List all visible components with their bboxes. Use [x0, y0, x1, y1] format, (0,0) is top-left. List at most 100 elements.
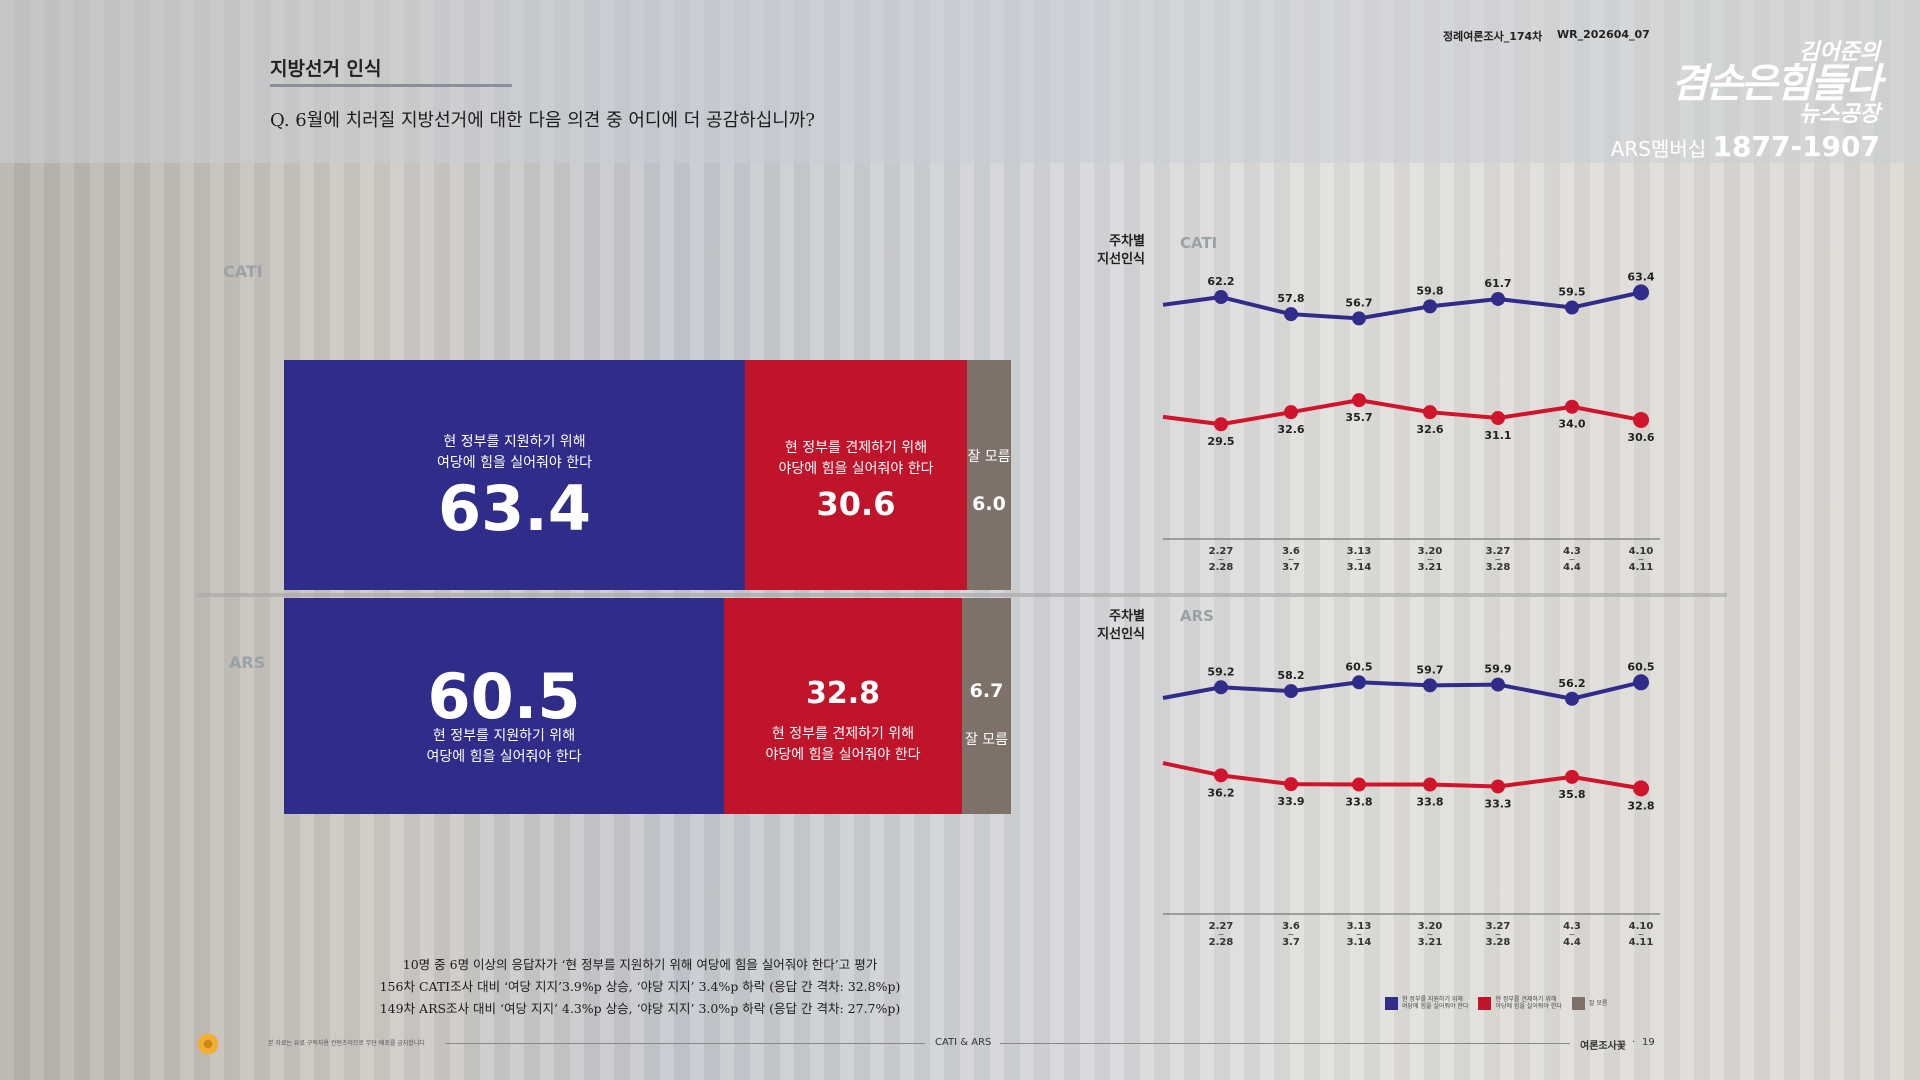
data-label: 32.6 [1277, 423, 1304, 436]
x-tick-sep: ~ [1356, 555, 1363, 564]
segment-value: 30.6 [816, 485, 896, 523]
legend-item-unknown: 잘 모름 [1571, 996, 1608, 1010]
data-point [1423, 299, 1437, 314]
data-point [1214, 417, 1228, 432]
report-code: WR_202604_07 [1557, 28, 1650, 41]
data-point [1214, 680, 1228, 695]
data-point [1284, 405, 1298, 420]
legend-label: 여당에 힘을 실어줘야 한다 [1402, 1003, 1469, 1010]
data-label: 33.9 [1277, 795, 1304, 808]
membership-phone: 1877-1907 [1712, 130, 1880, 163]
x-tick-sep: ~ [1288, 930, 1295, 939]
ars-stacked-bar: 60.5 현 정부를 지원하기 위해 여당에 힘을 실어줘야 한다 32.8 현… [284, 598, 1011, 814]
segment-label: 여당에 힘을 실어줘야 한다 [426, 749, 582, 765]
cati-chart-panel: CATI [1180, 234, 1218, 252]
data-label: 32.8 [1627, 799, 1654, 812]
data-label: 59.9 [1484, 663, 1511, 676]
x-tick-label: 3.14 [1347, 562, 1372, 573]
data-label: 35.8 [1558, 788, 1585, 801]
cati-check-segment: 현 정부를 견제하기 위해 야당에 힘을 실어줘야 한다 30.6 [745, 360, 967, 590]
x-tick-label: 3.6 [1282, 921, 1300, 932]
segment-value: 60.5 [427, 660, 581, 733]
x-tick-label: 4.3 [1563, 546, 1581, 557]
x-tick-sep: ~ [1427, 555, 1434, 564]
chart-title-line: 지선인식 [1097, 627, 1145, 642]
data-point [1423, 678, 1437, 693]
x-tick-label: 3.7 [1282, 937, 1300, 948]
segment-label: 여당에 힘을 실어줘야 한다 [436, 455, 593, 471]
x-tick-label: 4.11 [1629, 937, 1654, 948]
x-tick-sep: ~ [1288, 555, 1295, 564]
segment-value: 6.0 [972, 493, 1006, 515]
data-label: 32.6 [1416, 423, 1443, 436]
segment-value: 63.4 [438, 472, 591, 545]
segment-label: 현 정부를 견제하기 위해 [771, 726, 915, 742]
data-point [1565, 300, 1579, 315]
x-tick-label: 2.27 [1209, 921, 1234, 932]
summary-line: 156차 CATI조사 대비 ‘여당 지지’3.9%p 상승, ‘야당 지지’ … [379, 979, 901, 994]
header-band [0, 0, 1920, 163]
data-point [1491, 411, 1505, 426]
data-label: 59.5 [1558, 286, 1585, 299]
footer-brand: 여론조사꽃 [1580, 1041, 1626, 1052]
data-point [1214, 290, 1228, 305]
disclaimer: 본 자료는 유료 구독자용 컨텐츠이므로 무단 배포를 금지합니다 [268, 1040, 425, 1047]
data-point [1284, 684, 1298, 699]
cati-stacked-bar: 현 정부를 지원하기 위해 여당에 힘을 실어줘야 한다 63.4 현 정부를 … [284, 360, 1011, 590]
x-tick-label: 3.21 [1418, 562, 1443, 573]
data-label: 63.4 [1627, 270, 1654, 283]
data-label: 35.7 [1345, 411, 1372, 424]
segment-label: 현 정부를 견제하기 위해 [784, 440, 928, 456]
show-logo: 김어준의 겸손은힘들다 뉴스공장 ARS멤버십 1877-1907 [1600, 42, 1882, 164]
summary: 10명 중 6명 이상의 응답자가 ‘현 정부를 지원하기 위해 여당에 힘을 … [300, 954, 980, 1020]
segment-label: 잘 모름 [967, 449, 1011, 465]
x-tick-label: 3.28 [1486, 562, 1511, 573]
segment-label: 야당에 힘을 실어줘야 한다 [765, 747, 921, 763]
data-point [1633, 284, 1649, 301]
series-line-1 [1162, 761, 1642, 791]
logo-line3: 뉴스공장 [1799, 102, 1880, 127]
cati-unknown-segment: 잘 모름 6.0 [967, 360, 1011, 590]
x-tick-label: 3.27 [1486, 921, 1511, 932]
title-underline [270, 84, 512, 87]
data-point [1633, 674, 1649, 691]
x-tick-label: 3.14 [1347, 937, 1372, 948]
series-line-0 [1162, 290, 1642, 321]
cati-chart-title: 주차별 지선인식 [1093, 233, 1145, 269]
summary-line: 10명 중 6명 이상의 응답자가 ‘현 정부를 지원하기 위해 여당에 힘을 … [402, 957, 878, 972]
data-label: 31.1 [1484, 429, 1511, 442]
data-label: 33.8 [1416, 796, 1443, 809]
data-point [1284, 777, 1298, 792]
section-divider [197, 593, 1727, 597]
segment-value: 32.8 [805, 676, 881, 711]
legend-label: 현 정부를 지원하기 위해 [1402, 996, 1463, 1003]
x-tick-sep: ~ [1495, 930, 1502, 939]
data-point [1565, 399, 1579, 414]
x-tick-label: 4.10 [1629, 921, 1654, 932]
data-label: 30.6 [1627, 431, 1654, 444]
x-tick-sep: ~ [1218, 555, 1225, 564]
x-tick-label: 3.28 [1486, 937, 1511, 948]
x-tick-label: 4.10 [1629, 546, 1654, 557]
data-label: 34.0 [1558, 418, 1585, 431]
ars-chart-title: 주차별 지선인식 [1093, 608, 1145, 644]
legend-swatch [1571, 996, 1585, 1010]
data-point [1491, 779, 1505, 794]
x-tick-sep: ~ [1638, 555, 1645, 564]
data-point [1352, 393, 1366, 408]
cati-section-label: CATI [223, 262, 263, 281]
data-label: 59.2 [1207, 665, 1234, 678]
data-label: 59.8 [1416, 284, 1443, 297]
membership-label: ARS멤버십 [1610, 137, 1707, 161]
data-label: 33.3 [1484, 797, 1511, 810]
x-tick-sep: ~ [1569, 555, 1576, 564]
x-tick-label: 3.20 [1418, 921, 1443, 932]
data-point [1633, 411, 1649, 428]
data-label: 61.7 [1484, 277, 1511, 290]
data-point [1284, 307, 1298, 322]
x-tick-label: 4.4 [1563, 937, 1581, 948]
x-tick-sep: ~ [1569, 930, 1576, 939]
ars-section-label: ARS [229, 653, 266, 672]
legend-label: 잘 모름 [1588, 999, 1608, 1007]
